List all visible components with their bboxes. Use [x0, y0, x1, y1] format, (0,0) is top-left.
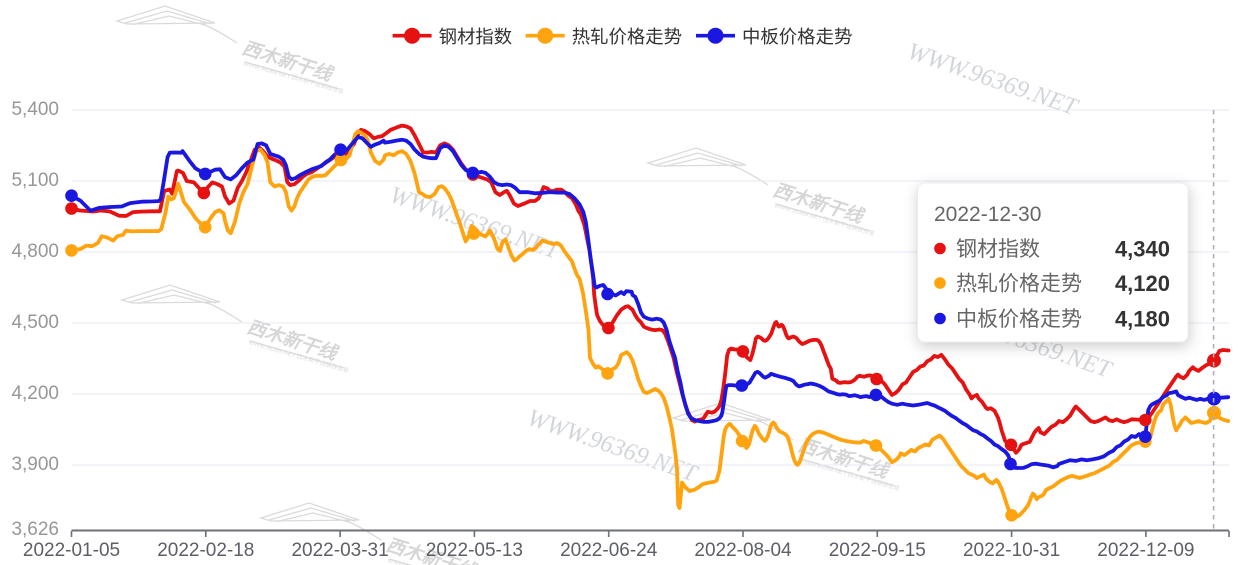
svg-text:中板价格走势: 中板价格走势: [742, 26, 852, 47]
svg-text:2022-09-15: 2022-09-15: [829, 540, 926, 561]
svg-text:2022-01-05: 2022-01-05: [23, 540, 120, 561]
svg-text:4,120: 4,120: [1115, 271, 1170, 296]
svg-text:2022-03-31: 2022-03-31: [291, 540, 388, 561]
svg-text:2022-12-09: 2022-12-09: [1097, 540, 1194, 561]
svg-text:5,100: 5,100: [11, 170, 59, 191]
svg-text:2022-10-31: 2022-10-31: [963, 540, 1060, 561]
svg-text:3,626: 3,626: [11, 519, 59, 540]
svg-text:热轧价格走势: 热轧价格走势: [572, 26, 682, 47]
svg-text:2022-12-30: 2022-12-30: [934, 203, 1041, 226]
svg-text:2022-02-18: 2022-02-18: [157, 540, 254, 561]
svg-text:5,400: 5,400: [11, 99, 59, 120]
svg-text:2022-05-13: 2022-05-13: [426, 540, 523, 561]
svg-text:4,500: 4,500: [11, 312, 59, 333]
svg-text:4,800: 4,800: [11, 241, 59, 262]
svg-text:2022-08-04: 2022-08-04: [694, 540, 792, 561]
svg-text:钢材指数: 钢材指数: [439, 26, 513, 47]
svg-text:2022-06-24: 2022-06-24: [560, 540, 658, 561]
svg-text:4,340: 4,340: [1115, 237, 1170, 262]
svg-text:4,180: 4,180: [1115, 307, 1170, 332]
svg-text:中板价格走势: 中板价格走势: [956, 308, 1082, 331]
svg-text:3,900: 3,900: [11, 454, 59, 475]
svg-text:钢材指数: 钢材指数: [956, 238, 1040, 261]
svg-text:4,200: 4,200: [11, 383, 59, 404]
svg-text:热轧价格走势: 热轧价格走势: [956, 273, 1082, 296]
